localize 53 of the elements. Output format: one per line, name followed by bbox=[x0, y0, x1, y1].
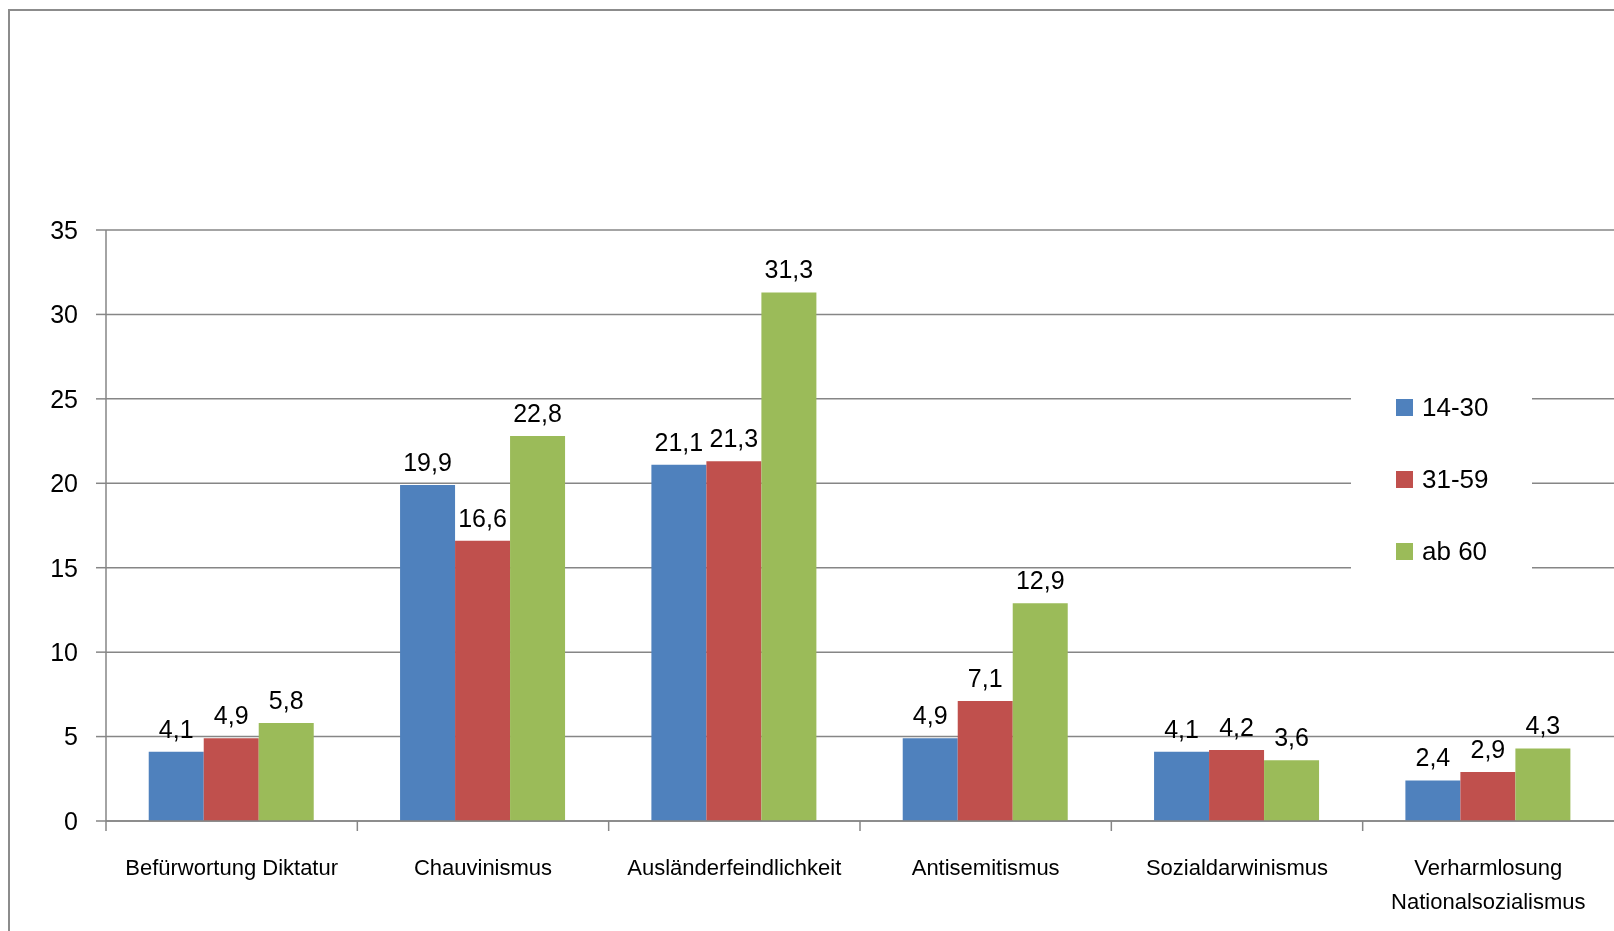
y-tick-label: 10 bbox=[50, 638, 78, 667]
x-tick-label: Antisemitismus bbox=[911, 855, 1060, 880]
y-tick-label: 5 bbox=[64, 722, 78, 751]
data-label: 16,6 bbox=[458, 503, 507, 532]
bar bbox=[1154, 751, 1210, 821]
data-label: 2,9 bbox=[1470, 735, 1506, 764]
y-tick-label: 25 bbox=[50, 384, 78, 413]
x-tick-label: Chauvinismus bbox=[413, 855, 553, 880]
legend-label: 31-59 bbox=[1422, 463, 1489, 495]
bar bbox=[902, 738, 958, 821]
bar bbox=[203, 738, 259, 821]
y-tick-label: 15 bbox=[50, 553, 78, 582]
data-label: 4,9 bbox=[213, 701, 249, 730]
bar bbox=[1460, 772, 1516, 821]
bar bbox=[455, 540, 511, 821]
data-label: 5,8 bbox=[268, 686, 304, 715]
bar bbox=[1012, 603, 1068, 821]
data-label: 12,9 bbox=[1015, 566, 1065, 595]
bar bbox=[1515, 748, 1571, 821]
y-tick-label: 20 bbox=[50, 469, 78, 498]
data-label: 3,6 bbox=[1274, 723, 1309, 752]
bar bbox=[258, 723, 314, 821]
bar bbox=[706, 461, 762, 821]
x-tick-label: Befürwortung Diktatur bbox=[125, 855, 339, 880]
data-label: 22,8 bbox=[513, 399, 562, 428]
x-tick-label: Ausländerfeindlichkeit bbox=[627, 855, 842, 880]
bar bbox=[148, 751, 204, 821]
data-label: 4,1 bbox=[158, 714, 194, 743]
bar bbox=[957, 701, 1013, 821]
bar bbox=[510, 436, 566, 821]
data-label: 4,2 bbox=[1219, 713, 1254, 742]
data-label: 21,3 bbox=[709, 424, 759, 453]
x-tick-label: Sozialdarwinismus bbox=[1145, 855, 1329, 880]
y-tick-label: 30 bbox=[50, 300, 78, 329]
bar bbox=[1264, 760, 1320, 821]
legend-label: ab 60 bbox=[1422, 535, 1488, 567]
data-label: 19,9 bbox=[403, 447, 452, 476]
bar bbox=[1405, 780, 1461, 821]
x-tick-label: Verharmlosung Nationalsozialismus bbox=[1391, 855, 1586, 914]
data-label: 4,9 bbox=[912, 701, 948, 730]
data-label: 31,3 bbox=[764, 255, 814, 284]
bar bbox=[651, 464, 707, 821]
y-tick-label: 35 bbox=[50, 215, 78, 244]
data-label: 4,1 bbox=[1164, 714, 1199, 743]
bar bbox=[1209, 750, 1265, 821]
data-label: 4,3 bbox=[1525, 711, 1561, 740]
data-label: 21,1 bbox=[654, 427, 704, 456]
legend-label: 14-30 bbox=[1422, 391, 1489, 423]
data-label: 2,4 bbox=[1415, 743, 1451, 772]
data-label: 7,1 bbox=[967, 664, 1003, 693]
y-tick-label: 0 bbox=[64, 806, 78, 835]
bar bbox=[761, 292, 817, 821]
bar bbox=[400, 484, 456, 821]
